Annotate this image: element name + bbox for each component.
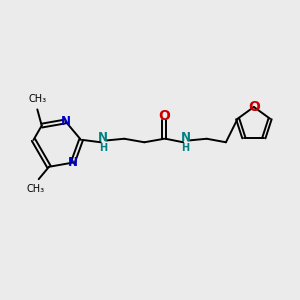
Text: N: N (98, 131, 108, 144)
Text: CH₃: CH₃ (28, 94, 46, 104)
Text: O: O (248, 100, 260, 114)
Text: H: H (99, 143, 107, 153)
Text: N: N (181, 131, 190, 144)
Text: N: N (68, 156, 78, 169)
Text: O: O (158, 109, 170, 123)
Text: N: N (61, 115, 70, 128)
Text: H: H (182, 143, 190, 153)
Text: CH₃: CH₃ (27, 184, 45, 194)
